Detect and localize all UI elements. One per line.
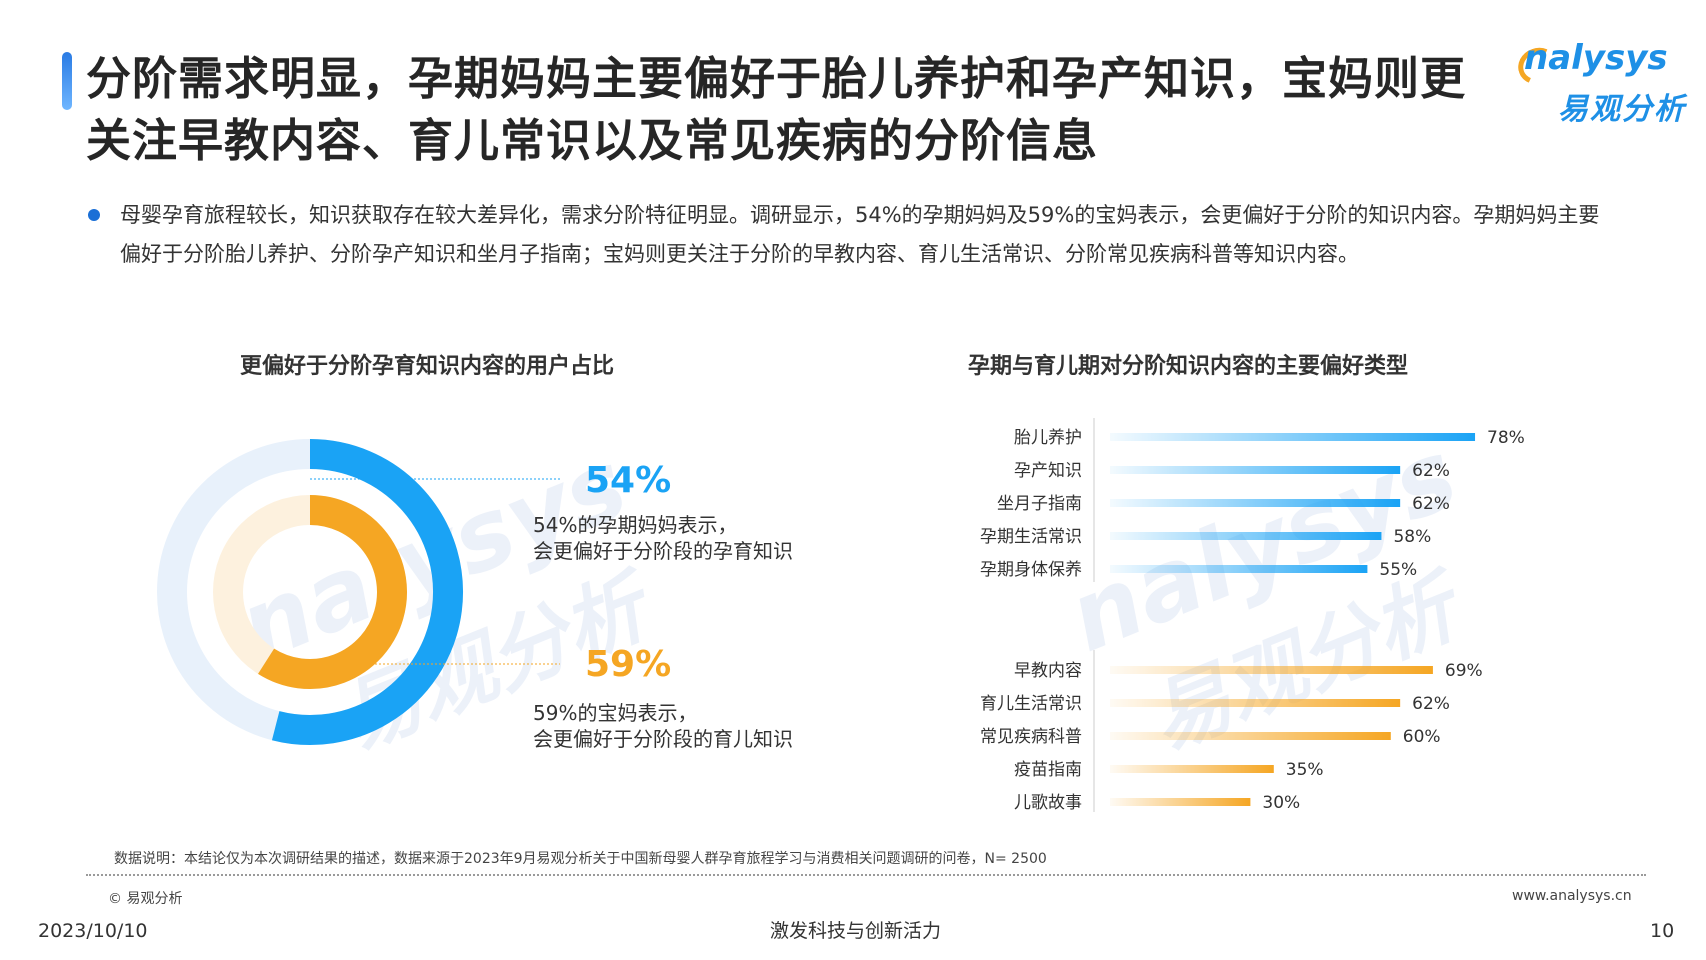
footer-divider xyxy=(86,874,1646,876)
donut-note-mother-1: 59%的宝妈表示， xyxy=(533,701,697,725)
donut-note-pregnant-2: 会更偏好于分阶段的孕育知识 xyxy=(533,539,793,563)
bar-category-0-2: 坐月子指南 xyxy=(997,494,1082,514)
slogan: 激发科技与创新活力 xyxy=(770,920,942,942)
summary-text: 母婴孕育旅程较长，知识获取存在较大差异化，需求分阶特征明显。调研显示，54%的孕… xyxy=(120,203,1600,266)
bar-value-1-1: 62% xyxy=(1412,694,1450,714)
bar-value-0-3: 58% xyxy=(1393,527,1431,547)
data-note: 数据说明：本结论仅为本次调研结果的描述，数据来源于2023年9月易观分析关于中国… xyxy=(114,851,1047,867)
bar-category-1-4: 儿歌故事 xyxy=(1014,793,1082,813)
bar-1-3 xyxy=(1110,765,1274,773)
bar-chart: 胎儿养护 78% 孕产知识 62% 坐月子指南 62% 孕期生活常识 58% 孕期身体保养 55%… xyxy=(980,418,1525,813)
bar-0-4 xyxy=(1110,565,1368,573)
bullet-dot-icon xyxy=(88,209,100,221)
bar-category-0-0: 胎儿养护 xyxy=(1014,428,1082,448)
bar-0-0 xyxy=(1110,433,1476,441)
donut-chart-title: 更偏好于分阶孕育知识内容的用户占比 xyxy=(240,354,615,379)
bar-category-0-4: 孕期身体保养 xyxy=(980,560,1082,580)
bar-1-2 xyxy=(1110,732,1391,740)
analysys-logo: nalysys 易观分析 xyxy=(1513,38,1688,128)
donut-note-mother-2: 会更偏好于分阶段的育儿知识 xyxy=(533,727,793,751)
bar-1-0 xyxy=(1110,666,1433,674)
donut-label-mother: 59% xyxy=(585,644,671,685)
website-link[interactable]: www.analysys.cn xyxy=(1512,888,1632,904)
bar-value-1-0: 69% xyxy=(1445,661,1483,681)
bar-value-1-2: 60% xyxy=(1403,727,1441,747)
logo-en-text: nalysys xyxy=(1524,38,1668,78)
bar-1-4 xyxy=(1110,798,1251,806)
bar-0-2 xyxy=(1110,499,1401,507)
bar-value-1-4: 30% xyxy=(1262,793,1300,813)
bar-category-1-3: 疫苗指南 xyxy=(1014,760,1082,780)
bar-0-1 xyxy=(1110,466,1401,474)
bar-value-0-2: 62% xyxy=(1412,494,1450,514)
bar-category-1-0: 早教内容 xyxy=(1014,661,1082,681)
bar-category-0-3: 孕期生活常识 xyxy=(980,527,1082,547)
bar-0-3 xyxy=(1110,532,1382,540)
bar-1-1 xyxy=(1110,699,1401,707)
donut-note-pregnant-1: 54%的孕期妈妈表示， xyxy=(533,513,737,537)
donut-arc-mother xyxy=(258,495,407,689)
bar-category-1-2: 常见疾病科普 xyxy=(980,727,1082,747)
bar-value-0-0: 78% xyxy=(1487,428,1525,448)
copyright: © 易观分析 xyxy=(108,891,183,907)
logo-cn-text: 易观分析 xyxy=(1558,92,1686,127)
bar-category-0-1: 孕产知识 xyxy=(1014,461,1082,481)
bar-value-0-1: 62% xyxy=(1412,461,1450,481)
bar-category-1-1: 育儿生活常识 xyxy=(980,694,1082,714)
report-date: 2023/10/10 xyxy=(38,920,148,942)
title-accent-bar xyxy=(62,52,72,110)
page-title: 分阶需求明显，孕期妈妈主要偏好于胎儿养护和孕产知识，宝妈则更关注早教内容、育儿常… xyxy=(86,52,1467,167)
bar-value-1-3: 35% xyxy=(1286,760,1324,780)
bar-chart-title: 孕期与育儿期对分阶知识内容的主要偏好类型 xyxy=(968,354,1409,379)
donut-label-pregnant: 54% xyxy=(585,460,671,501)
donut-chart: 54% 54%的孕期妈妈表示， 会更偏好于分阶段的孕育知识 59% 59%的宝妈… xyxy=(157,439,793,751)
bar-value-0-4: 55% xyxy=(1379,560,1417,580)
page-number: 10 xyxy=(1650,920,1675,942)
donut-arc-pregnant xyxy=(271,439,463,745)
